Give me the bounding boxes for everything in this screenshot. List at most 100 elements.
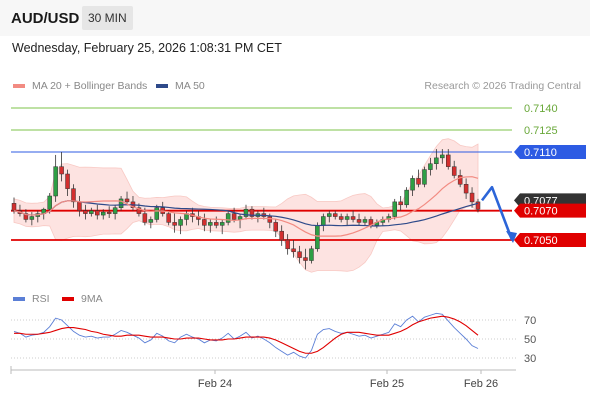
price-tag-bg-0.7050 xyxy=(514,233,586,247)
x-axis-label-Feb-24: Feb 24 xyxy=(198,378,232,390)
bollinger-band xyxy=(13,138,479,273)
rsi-tick-70: 70 xyxy=(524,315,536,327)
candle-body xyxy=(291,248,296,252)
candle-body xyxy=(166,213,171,223)
candle-body xyxy=(356,219,362,223)
ma50-line xyxy=(13,200,479,227)
candle-body xyxy=(208,222,213,226)
candle-body xyxy=(321,216,326,226)
candle-body xyxy=(469,192,475,203)
price-tag-bg-0.7070 xyxy=(514,203,586,218)
price-label-0.7140: 0.7140 xyxy=(524,103,558,115)
candle-body xyxy=(451,166,457,176)
candle-body xyxy=(47,195,52,210)
header-bar: AUD/USD 30 MIN xyxy=(0,0,590,36)
candle-body xyxy=(428,163,433,170)
candle-body xyxy=(297,251,302,258)
candle-body xyxy=(463,184,469,194)
candle-body xyxy=(303,257,308,261)
candle-body xyxy=(392,201,397,217)
rsi-legend-swatch xyxy=(13,297,25,301)
timeframe-badge[interactable]: 30 MIN xyxy=(82,6,133,30)
candle-body xyxy=(338,216,344,220)
candle-body xyxy=(404,189,409,206)
candle-body xyxy=(416,178,421,185)
price-tag-bg-0.7110 xyxy=(514,145,586,159)
candle-body xyxy=(332,213,338,217)
candle-body xyxy=(243,208,249,217)
candle-body xyxy=(327,213,332,217)
candle-body xyxy=(112,207,118,214)
x-axis-label-Feb-26: Feb 26 xyxy=(464,378,498,390)
forecast-arrow-line xyxy=(480,185,514,241)
candle-body xyxy=(89,210,94,214)
candle-body xyxy=(475,201,481,210)
ma9-legend-swatch xyxy=(62,297,74,301)
symbol-title: AUD/USD xyxy=(11,10,80,27)
candle-body xyxy=(410,178,415,191)
candle-body xyxy=(440,154,445,159)
price-tag-0.7050: 0.7050 xyxy=(524,235,558,247)
candle-body xyxy=(219,222,225,226)
x-axis-label-Feb-25: Feb 25 xyxy=(370,378,404,390)
candle-body xyxy=(434,157,439,164)
candle-body xyxy=(100,211,106,216)
candle-body xyxy=(398,201,403,206)
candle-body xyxy=(457,175,463,185)
candle-body xyxy=(279,230,284,241)
candle-body xyxy=(154,207,160,220)
candle-body xyxy=(267,216,273,223)
rsi-ma9-line xyxy=(14,315,479,354)
candle-body xyxy=(422,169,427,185)
candle-body xyxy=(285,239,290,250)
candle-body xyxy=(225,213,231,223)
candle-body xyxy=(249,208,255,217)
candle-body xyxy=(29,216,35,220)
candle-body xyxy=(77,201,82,211)
ma9-legend-label: 9MA xyxy=(81,293,103,305)
rsi-tick-50: 50 xyxy=(524,334,536,346)
candle-body xyxy=(178,219,183,226)
forecast-arrow-head xyxy=(506,231,517,243)
candle-body xyxy=(106,211,112,214)
rsi-legend-label: RSI xyxy=(32,293,50,305)
candle-body xyxy=(118,198,124,208)
candle-body xyxy=(172,222,177,226)
ma20-line xyxy=(13,176,479,237)
candle-body xyxy=(65,173,70,189)
candle-body xyxy=(83,210,88,214)
candle-body xyxy=(71,188,76,203)
candle-body xyxy=(231,213,237,220)
candle-body xyxy=(309,248,314,261)
timestamp: Wednesday, February 25, 2026 1:08:31 PM … xyxy=(12,41,282,55)
ma50-legend-label: MA 50 xyxy=(175,80,205,92)
candle-body xyxy=(124,198,130,203)
price-tag-0.7110: 0.7110 xyxy=(524,147,557,159)
candle-body xyxy=(362,219,368,223)
ma20-legend-label: MA 20 + Bollinger Bands xyxy=(32,80,148,92)
candle-body xyxy=(59,166,64,175)
candle-body xyxy=(202,219,207,226)
candle-body xyxy=(350,216,356,220)
candle-body xyxy=(11,203,17,211)
candle-body xyxy=(136,207,142,214)
candle-body xyxy=(214,222,219,226)
candle-body xyxy=(142,213,148,223)
ma50-legend-swatch xyxy=(156,84,168,88)
candle-body xyxy=(148,219,154,223)
price-label-0.7125: 0.7125 xyxy=(524,125,558,137)
price-tag-0.7070: 0.7070 xyxy=(524,206,558,218)
rsi-line xyxy=(13,312,479,359)
candle-body xyxy=(273,222,278,232)
rsi-tick-30: 30 xyxy=(524,353,536,365)
copyright: Research © 2026 Trading Central xyxy=(424,80,581,92)
ma20-legend-swatch xyxy=(13,84,25,88)
candle-body xyxy=(344,216,350,220)
candle-body xyxy=(446,154,451,167)
candle-body xyxy=(53,166,58,197)
candle-body xyxy=(95,210,100,216)
candle-body xyxy=(315,225,320,250)
candle-body xyxy=(23,213,29,220)
